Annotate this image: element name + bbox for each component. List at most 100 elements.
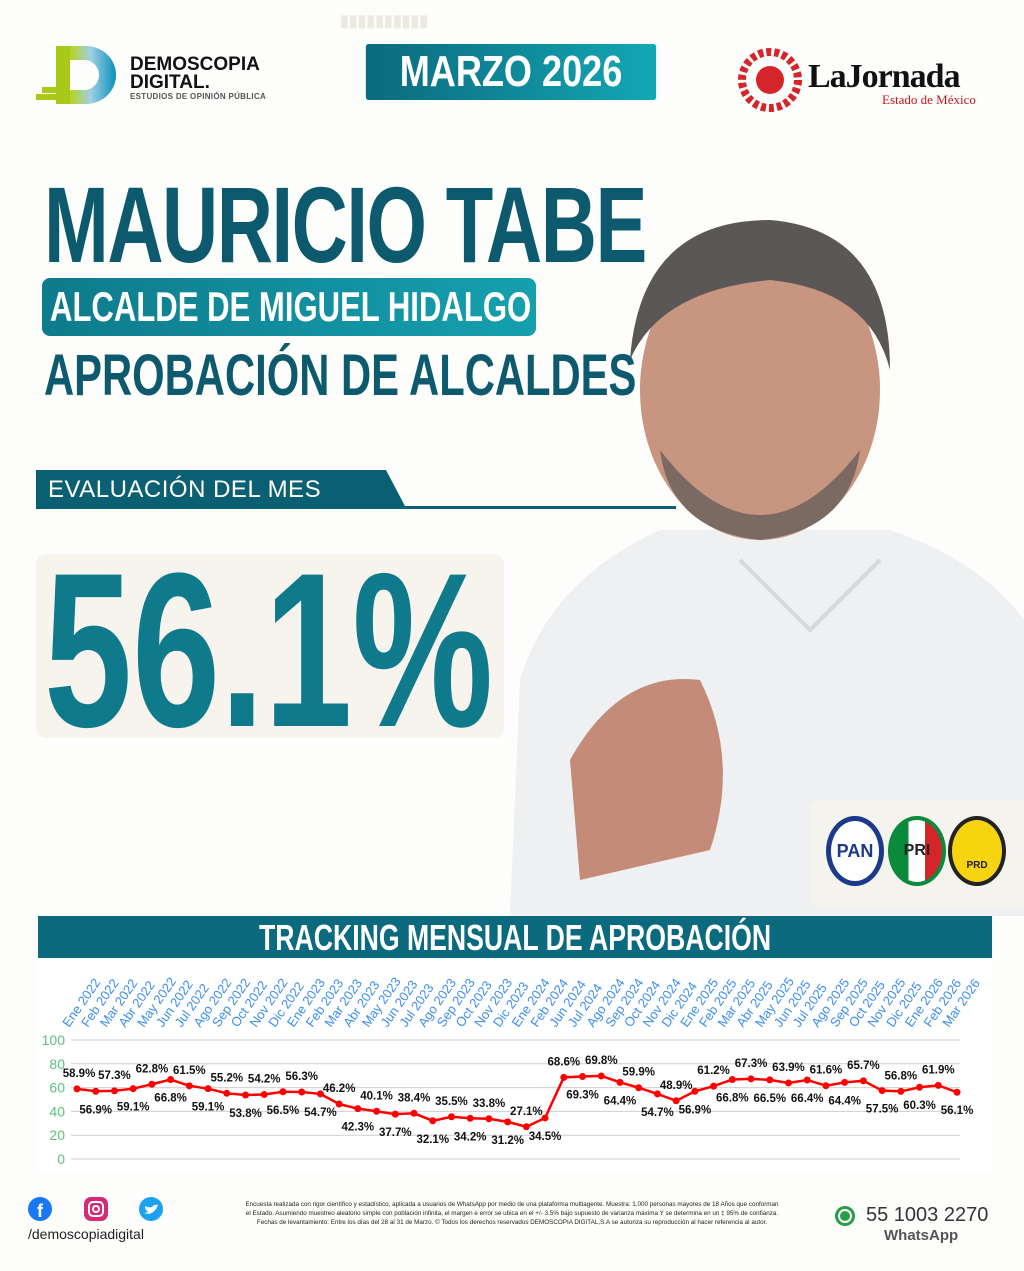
data-label: 56.3%: [285, 1071, 318, 1083]
data-label: 55.2%: [210, 1072, 243, 1084]
data-point: [691, 1087, 699, 1095]
data-label: 68.6%: [548, 1056, 581, 1068]
data-label: 34.5%: [529, 1131, 562, 1143]
data-point: [504, 1118, 512, 1126]
data-point: [522, 1123, 530, 1131]
data-point: [335, 1100, 343, 1108]
data-point: [260, 1091, 268, 1099]
data-label: 60.3%: [903, 1100, 936, 1112]
partner-logo-text: LaJornada: [808, 58, 961, 95]
data-label: 56.9%: [79, 1104, 112, 1116]
data-point: [354, 1105, 362, 1113]
data-point: [541, 1114, 549, 1122]
data-label: 61.6%: [810, 1065, 843, 1077]
data-point: [672, 1097, 680, 1105]
methodology-disclaimer: Encuesta realizada con rigor científico …: [245, 1201, 779, 1226]
data-label: 69.8%: [585, 1055, 618, 1067]
data-point: [859, 1077, 867, 1085]
data-point: [653, 1090, 661, 1098]
data-point: [579, 1073, 587, 1081]
social-icons: f: [28, 1197, 163, 1221]
data-label: 65.7%: [847, 1060, 880, 1072]
prd-logo: PRD: [948, 816, 1006, 886]
data-point: [466, 1114, 474, 1122]
data-point: [822, 1082, 830, 1090]
pri-logo: PRI: [888, 816, 946, 886]
phone-number[interactable]: 55 1003 2270: [866, 1204, 989, 1226]
instagram-icon[interactable]: [84, 1197, 108, 1221]
data-label: 58.9%: [63, 1068, 96, 1080]
partner-subtitle: Estado de México: [882, 92, 976, 107]
y-tick-label: 60: [49, 1080, 65, 1096]
data-point: [747, 1075, 755, 1083]
y-tick-label: 100: [42, 1032, 66, 1048]
data-point: [167, 1076, 175, 1084]
data-point: [110, 1087, 118, 1095]
data-point: [129, 1085, 137, 1093]
candidate-name: MAURICIO TABE: [44, 164, 647, 285]
data-label: 57.3%: [98, 1070, 131, 1082]
data-point: [916, 1083, 924, 1091]
data-point: [728, 1076, 736, 1084]
twitter-icon[interactable]: [139, 1197, 163, 1221]
data-label: 61.2%: [697, 1065, 730, 1077]
data-point: [223, 1089, 231, 1097]
data-label: 61.5%: [173, 1065, 206, 1077]
data-label: 57.5%: [866, 1104, 899, 1116]
demoscopia-logo: [36, 46, 116, 104]
data-label: 35.5%: [435, 1096, 468, 1108]
data-label: 54.7%: [641, 1107, 674, 1119]
data-point: [204, 1085, 212, 1093]
data-label: 54.7%: [304, 1107, 337, 1119]
data-label: 66.8%: [154, 1093, 187, 1105]
whatsapp-icon: [835, 1206, 855, 1226]
data-label: 64.4%: [828, 1095, 861, 1107]
data-label: 59.1%: [117, 1102, 150, 1114]
data-point: [953, 1088, 961, 1096]
data-point: [73, 1085, 81, 1093]
data-label: 46.2%: [323, 1083, 356, 1095]
brand-tagline: ESTUDIOS DE OPINIÓN PÚBLICA: [130, 92, 267, 101]
data-label: 53.8%: [229, 1108, 262, 1120]
data-point: [429, 1117, 437, 1125]
chart-area: [38, 958, 992, 1172]
chart-title-text: TRACKING MENSUAL DE APROBACIÓN: [258, 917, 772, 958]
data-point: [92, 1087, 100, 1095]
data-label: 32.1%: [416, 1134, 449, 1146]
pan-logo: PAN: [826, 816, 884, 886]
data-point: [298, 1088, 306, 1096]
data-label: 67.3%: [735, 1058, 768, 1070]
data-label: 31.2%: [491, 1135, 524, 1147]
data-label: 66.8%: [716, 1093, 749, 1105]
y-tick-label: 80: [49, 1056, 65, 1072]
y-tick-label: 40: [49, 1103, 65, 1119]
data-point: [391, 1110, 399, 1118]
data-point: [316, 1090, 324, 1098]
data-point: [447, 1113, 455, 1121]
data-label: 66.5%: [753, 1093, 786, 1105]
data-point: [148, 1080, 156, 1088]
eval-label: EVALUACIÓN DEL MES: [36, 470, 406, 508]
data-point: [878, 1087, 886, 1095]
data-label: 34.2%: [454, 1131, 487, 1143]
data-point: [616, 1078, 624, 1086]
social-handle[interactable]: /demoscopiadigital: [28, 1226, 144, 1242]
data-point: [485, 1115, 493, 1123]
data-label: 40.1%: [360, 1090, 393, 1102]
data-label: 27.1%: [510, 1106, 543, 1118]
data-label: 37.7%: [379, 1127, 412, 1139]
data-point: [373, 1107, 381, 1115]
facebook-icon[interactable]: f: [28, 1197, 52, 1221]
data-label: 56.8%: [885, 1070, 918, 1082]
data-point: [766, 1076, 774, 1084]
data-label: 62.8%: [136, 1063, 169, 1075]
data-point: [279, 1088, 287, 1096]
data-point: [185, 1082, 193, 1090]
jornada-sun-logo: [738, 48, 802, 112]
data-point: [560, 1073, 568, 1081]
candidate-role: ALCALDE DE MIGUEL HIDALGO: [42, 278, 536, 336]
data-label: 59.1%: [192, 1102, 225, 1114]
data-label: 69.3%: [566, 1090, 599, 1102]
data-point: [841, 1078, 849, 1086]
data-label: 56.5%: [267, 1105, 300, 1117]
